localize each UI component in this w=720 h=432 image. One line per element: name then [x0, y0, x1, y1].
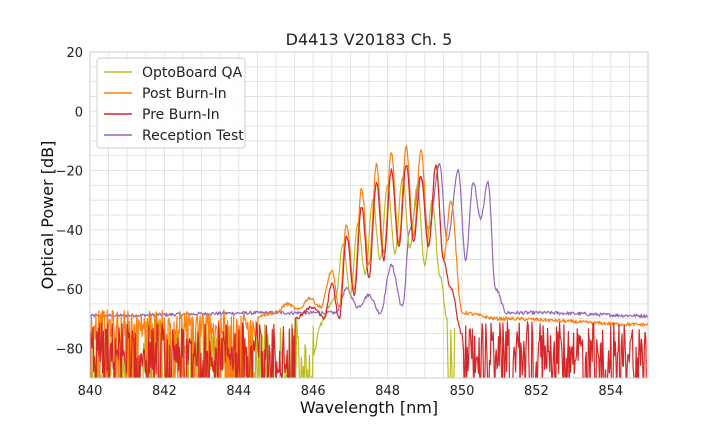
- x-tick-labels: 840 842 844 846 848 850 852 854: [78, 384, 624, 399]
- plot-frame: [89, 51, 649, 379]
- series-line-reception-test: [90, 163, 648, 319]
- legend-label: OptoBoard QA: [142, 65, 243, 81]
- y-tick-label: −40: [56, 224, 83, 239]
- legend-box: [96, 57, 246, 149]
- y-tick-label: −80: [56, 342, 83, 357]
- x-tick-label: 844: [226, 384, 251, 399]
- x-tick-label: 842: [152, 384, 177, 399]
- chart-title: D4413 V20183 Ch. 5: [286, 30, 453, 49]
- series-line-optoboard-qa: [90, 177, 456, 378]
- y-tick-label: −60: [56, 283, 83, 298]
- x-tick-label: 852: [524, 384, 549, 399]
- legend-label: Reception Test: [142, 128, 244, 144]
- y-tick-label: 0: [75, 105, 83, 120]
- legend-label: Pre Burn-In: [142, 107, 220, 123]
- series-layer: [90, 145, 648, 378]
- x-axis-label: Wavelength [nm]: [300, 398, 438, 417]
- y-axis-label: Optical Power [dB]: [38, 141, 57, 290]
- x-tick-label: 846: [301, 384, 326, 399]
- y-tick-label: −20: [56, 165, 83, 180]
- x-tick-label: 854: [598, 384, 623, 399]
- x-tick-label: 840: [78, 384, 103, 399]
- x-tick-label: 850: [450, 384, 475, 399]
- series-line-pre-burn-in: [90, 164, 647, 378]
- x-tick-label: 848: [375, 384, 400, 399]
- series-line-post-burn-in: [90, 145, 648, 378]
- y-tick-labels: 20 0 −20 −40 −60 −80: [56, 46, 83, 357]
- y-tick-label: 20: [66, 46, 83, 61]
- legend: OptoBoard QA Post Burn-In Pre Burn-In Recep…: [96, 57, 246, 149]
- legend-label: Post Burn-In: [142, 86, 227, 102]
